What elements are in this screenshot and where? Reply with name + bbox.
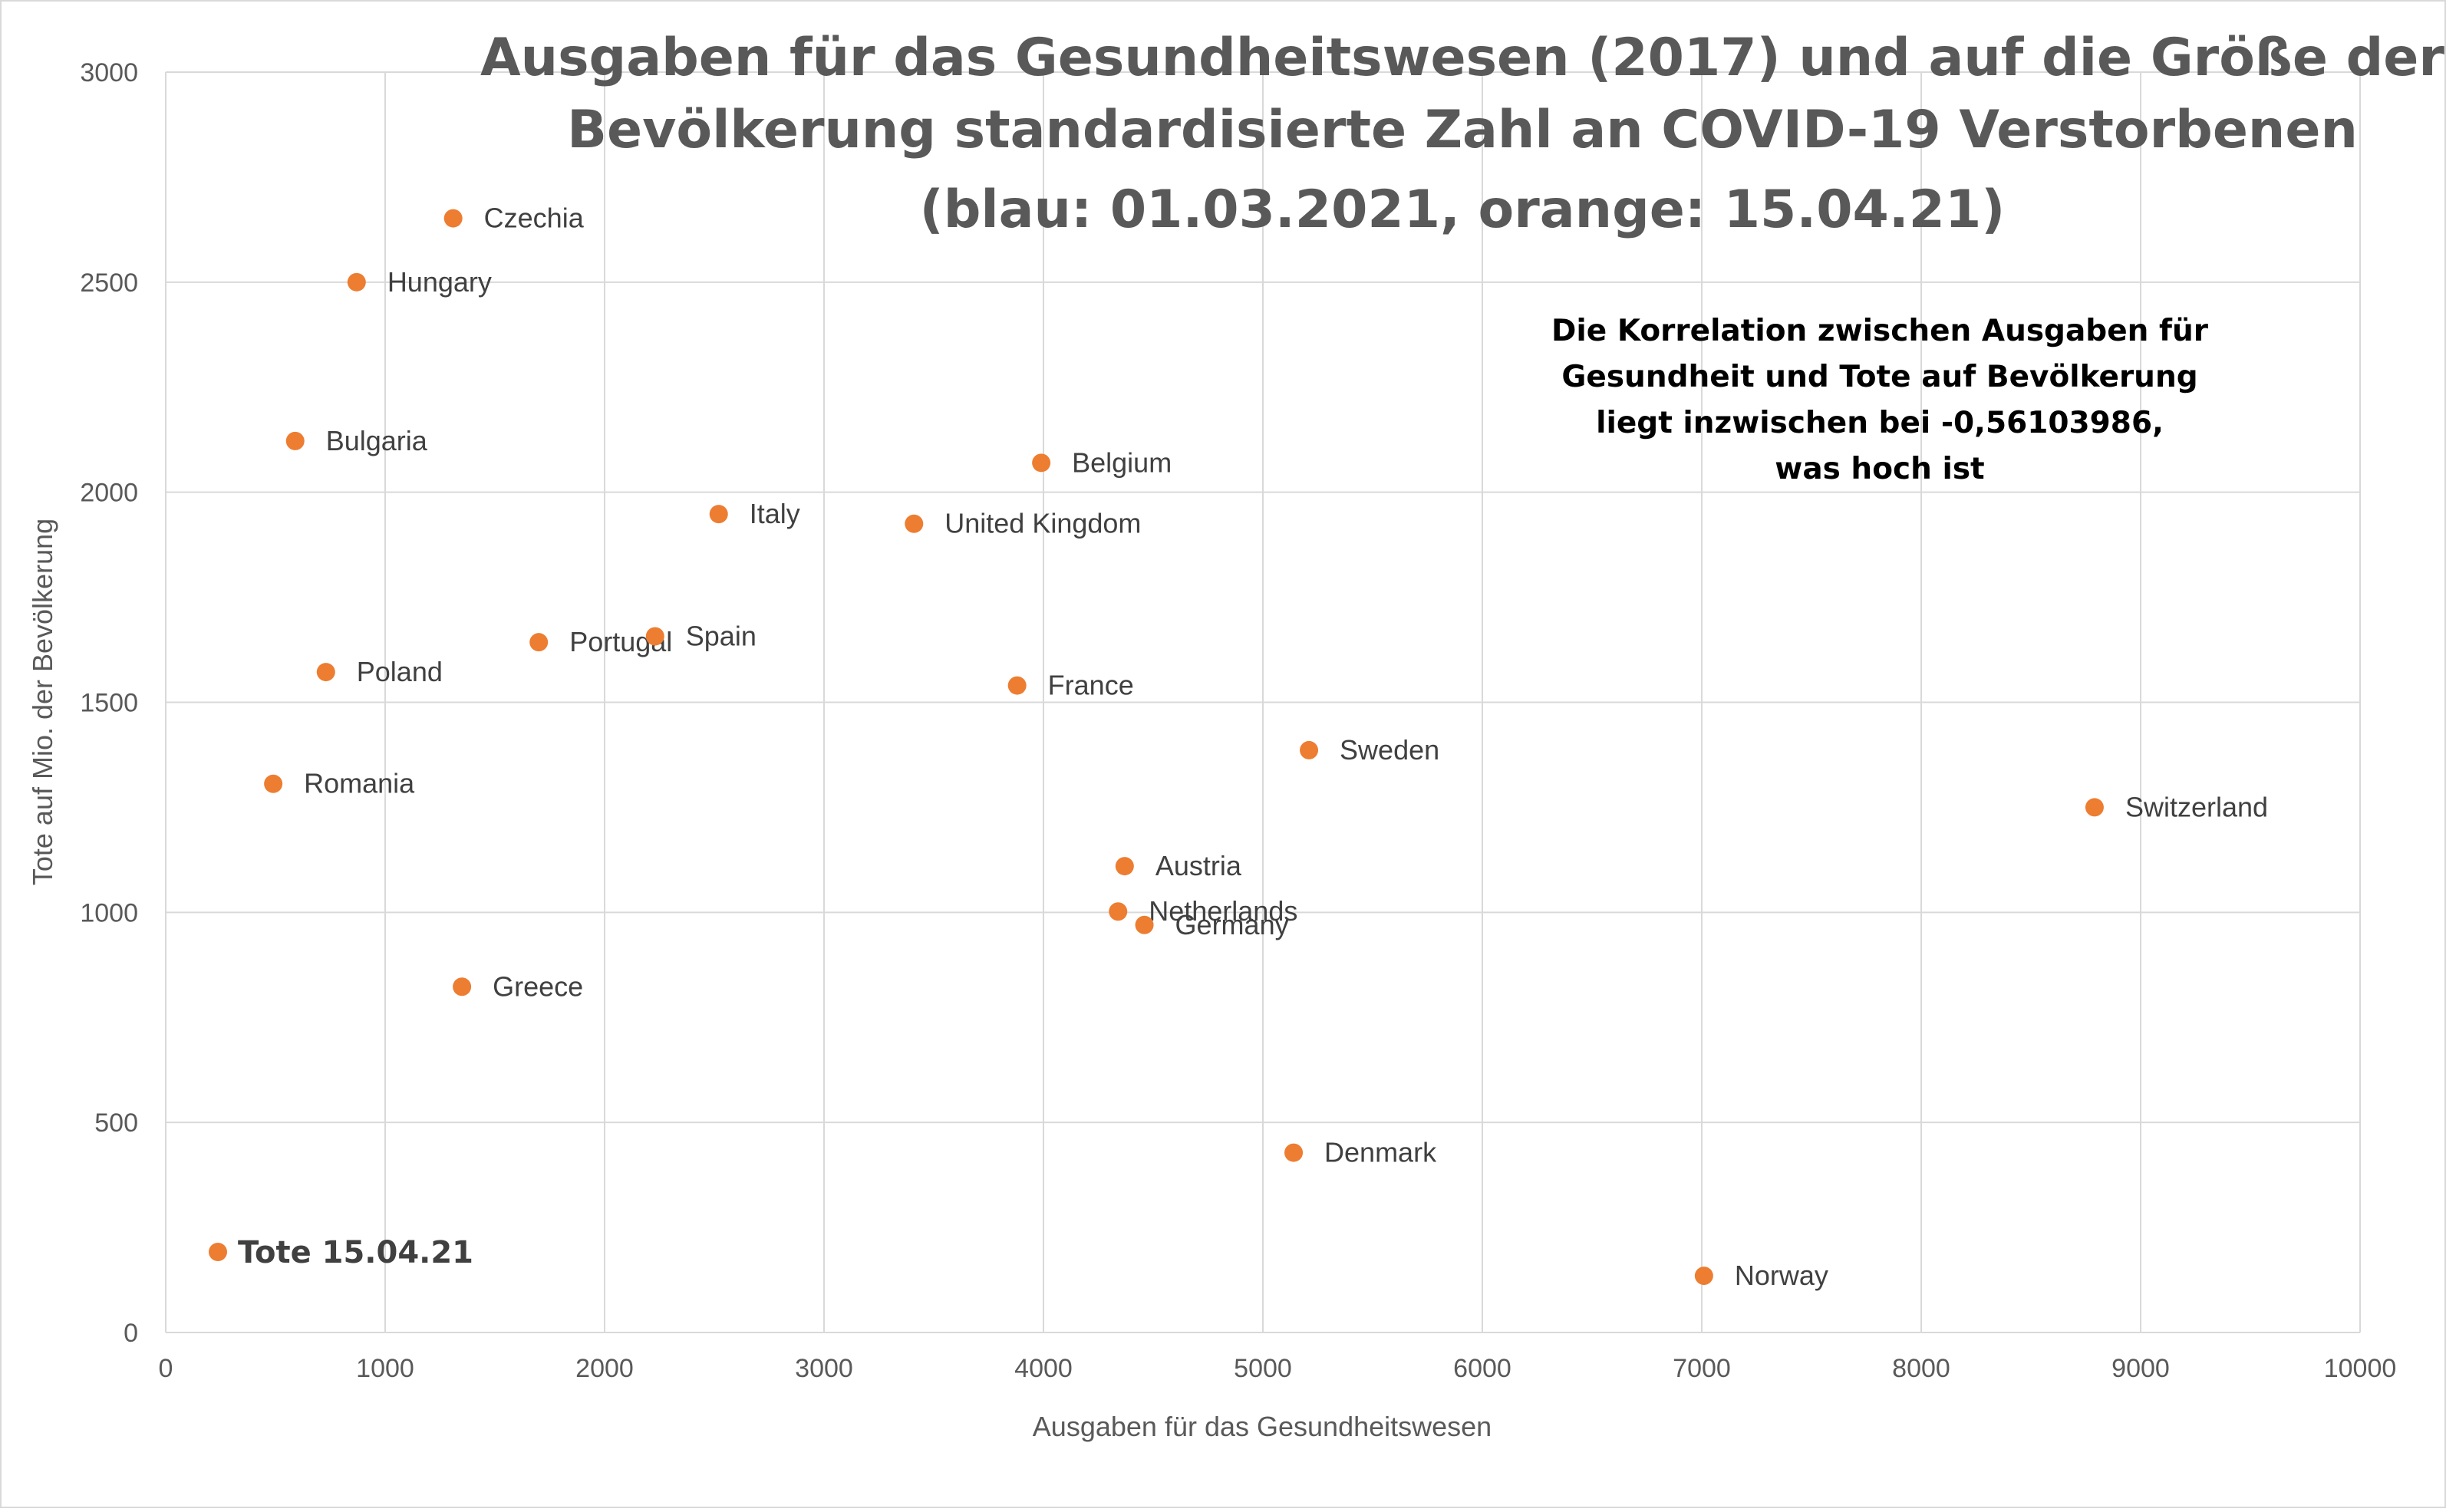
point-marker — [1135, 915, 1154, 934]
y-tick-label: 3000 — [80, 58, 138, 87]
point-marker — [347, 272, 366, 292]
point-marker — [443, 209, 463, 228]
data-point: Hungary — [347, 266, 492, 298]
grid — [165, 71, 2361, 1333]
point-label: Spain — [686, 621, 757, 652]
data-point: Belgium — [1032, 446, 1172, 478]
data-point: Greece — [453, 970, 583, 1002]
point-label: Belgium — [1072, 446, 1172, 478]
point-marker — [905, 514, 924, 533]
point-label: Romania — [304, 768, 415, 799]
annotation-line: Die Korrelation zwischen Ausgaben für — [1551, 314, 2209, 348]
data-point: Germany — [1135, 909, 1289, 940]
point-label: Netherlands — [1149, 895, 1297, 927]
point-marker — [264, 774, 283, 793]
data-point: Czechia — [443, 203, 585, 234]
title-line: Bevölkerung standardisierte Zahl an COVI… — [567, 100, 2358, 160]
y-tick-labels: 0 500 1000 1500 2000 2500 3000 — [80, 58, 138, 1348]
y-tick-label: 2500 — [80, 268, 138, 298]
x-tick-label: 5000 — [1234, 1354, 1292, 1383]
data-point: Sweden — [1300, 734, 1439, 766]
x-tick-label: 8000 — [1892, 1354, 1950, 1383]
point-label: France — [1048, 670, 1134, 701]
point-marker — [1300, 740, 1319, 759]
point-label: Bulgaria — [326, 425, 428, 456]
data-point: Switzerland — [2085, 791, 2268, 822]
chart-title: Ausgaben für das Gesundheitswesen (2017)… — [480, 28, 2444, 240]
x-axis-title: Ausgaben für das Gesundheitswesen — [1033, 1411, 1492, 1442]
data-point: Austria — [1115, 850, 1242, 881]
y-axis-title: Tote auf Mio. der Bevölkerung — [27, 519, 58, 885]
point-marker — [1109, 902, 1128, 921]
point-marker — [709, 505, 728, 524]
y-tick-label: 2000 — [80, 479, 138, 508]
x-tick-label: 10000 — [2324, 1354, 2397, 1383]
legend-label: Tote 15.04.21 — [238, 1235, 473, 1270]
data-point: Romania — [264, 768, 415, 799]
data-point: Norway — [1694, 1260, 1828, 1291]
annotation-line: liegt inzwischen bei -0,56103986, — [1596, 406, 2164, 440]
point-label: Switzerland — [2125, 791, 2268, 822]
point-marker — [1115, 857, 1134, 876]
x-tick-label: 7000 — [1673, 1354, 1731, 1383]
point-marker — [1284, 1143, 1304, 1162]
point-label: Poland — [357, 656, 443, 687]
point-label: Norway — [1735, 1260, 1828, 1291]
x-tick-label: 1000 — [356, 1354, 414, 1383]
legend-marker — [209, 1243, 227, 1261]
correlation-annotation: Die Korrelation zwischen Ausgaben für Ges… — [1551, 314, 2209, 486]
legend: Tote 15.04.21 — [209, 1235, 473, 1270]
point-marker — [645, 627, 664, 646]
data-point: Denmark — [1284, 1137, 1437, 1168]
point-label: Hungary — [387, 266, 492, 298]
point-marker — [1032, 453, 1051, 473]
point-label: Sweden — [1340, 734, 1439, 766]
annotation-line: Gesundheit und Tote auf Bevölkerung — [1561, 360, 2197, 394]
y-tick-label: 500 — [94, 1108, 138, 1138]
x-tick-label: 9000 — [2111, 1354, 2170, 1383]
x-tick-label: 2000 — [575, 1354, 634, 1383]
point-label: Germany — [1175, 909, 1289, 940]
data-point: Italy — [709, 498, 800, 529]
point-marker — [316, 663, 335, 682]
point-label: Czechia — [484, 203, 585, 234]
point-marker — [285, 431, 305, 450]
y-tick-label: 1000 — [80, 898, 138, 927]
data-point: France — [1007, 670, 1134, 701]
x-tick-label: 6000 — [1453, 1354, 1511, 1383]
data-points: Czechia Hungary Bulgaria Belgium Italy United… — [264, 203, 2268, 1291]
data-point: Netherlands — [1109, 895, 1297, 927]
point-marker — [2085, 798, 2104, 817]
point-marker — [453, 977, 472, 996]
point-marker — [1007, 676, 1027, 695]
annotation-line: was hoch ist — [1775, 452, 1984, 486]
data-point: Spain — [645, 621, 757, 652]
point-marker — [1694, 1267, 1713, 1286]
point-label: Austria — [1155, 850, 1242, 881]
x-tick-label: 3000 — [795, 1354, 853, 1383]
x-tick-labels: 0 1000 2000 3000 4000 5000 6000 7000 8000 9000 100… — [159, 1354, 2397, 1383]
data-point: Bulgaria — [285, 425, 428, 456]
point-label: United Kingdom — [944, 508, 1141, 539]
data-point: United Kingdom — [905, 508, 1141, 539]
title-line: Ausgaben für das Gesundheitswesen (2017)… — [480, 28, 2444, 88]
y-tick-label: 0 — [124, 1319, 138, 1348]
point-marker — [529, 633, 549, 652]
point-label: Greece — [493, 970, 583, 1002]
point-label: Italy — [750, 498, 800, 529]
data-point: Poland — [316, 656, 443, 687]
x-tick-label: 4000 — [1014, 1354, 1073, 1383]
x-tick-label: 0 — [159, 1354, 173, 1383]
title-line: (blau: 01.03.2021, orange: 15.04.21) — [920, 180, 2006, 240]
y-tick-label: 1500 — [80, 689, 138, 718]
point-label: Denmark — [1324, 1137, 1437, 1168]
